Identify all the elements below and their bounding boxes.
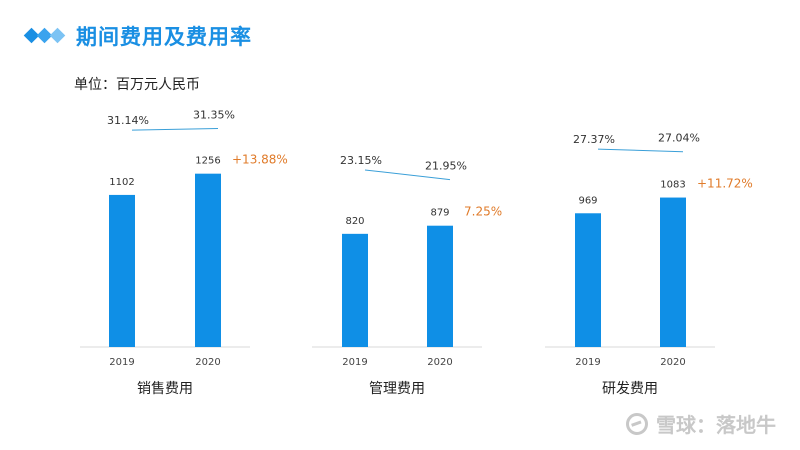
growth-label: +13.88% [232,153,288,167]
x-tick-label: 2019 [575,357,600,368]
rate-line [597,148,684,153]
page-title: 期间费用及费用率 [76,25,252,49]
x-tick-label: 2020 [195,357,220,368]
bar-2020 [427,225,453,347]
growth-label: +11.72% [697,177,753,191]
bar-2020 [195,173,221,347]
snowball-logo-icon [626,412,648,435]
chart-title: 管理费用 [369,381,425,397]
bar-2019 [342,233,368,347]
rate-label: 31.35% [193,108,235,121]
rate-label: 31.14% [107,114,149,127]
x-tick-label: 2020 [660,357,685,368]
value-label: 1256 [195,156,220,167]
chart-title: 销售费用 [137,381,193,397]
title-bar: 期间费用及费用率 [23,20,252,52]
bar-2019 [575,213,601,347]
unit-label: 单位：百万元人民币 [74,77,200,93]
growth-label: 7.25% [464,205,502,219]
watermark-text: 雪球：落地牛 [656,413,776,437]
bar-2019 [109,194,135,347]
bar-2020 [660,197,686,347]
value-label: 1102 [109,177,134,188]
rate-label: 23.15% [340,154,382,167]
value-label: 879 [430,208,449,219]
x-tick-label: 2019 [342,357,367,368]
value-label: 969 [578,195,597,206]
watermark: 雪球：落地牛 [626,409,776,438]
rate-label: 27.04% [658,132,700,145]
rate-label: 21.95% [425,160,467,173]
rate-label: 27.37% [573,133,615,146]
rate-line [364,169,451,181]
value-label: 820 [345,216,364,227]
x-tick-label: 2019 [109,357,134,368]
rate-line [131,127,219,131]
x-tick-label: 2020 [427,357,452,368]
value-label: 1083 [660,180,685,191]
chart-title: 研发费用 [602,381,658,397]
